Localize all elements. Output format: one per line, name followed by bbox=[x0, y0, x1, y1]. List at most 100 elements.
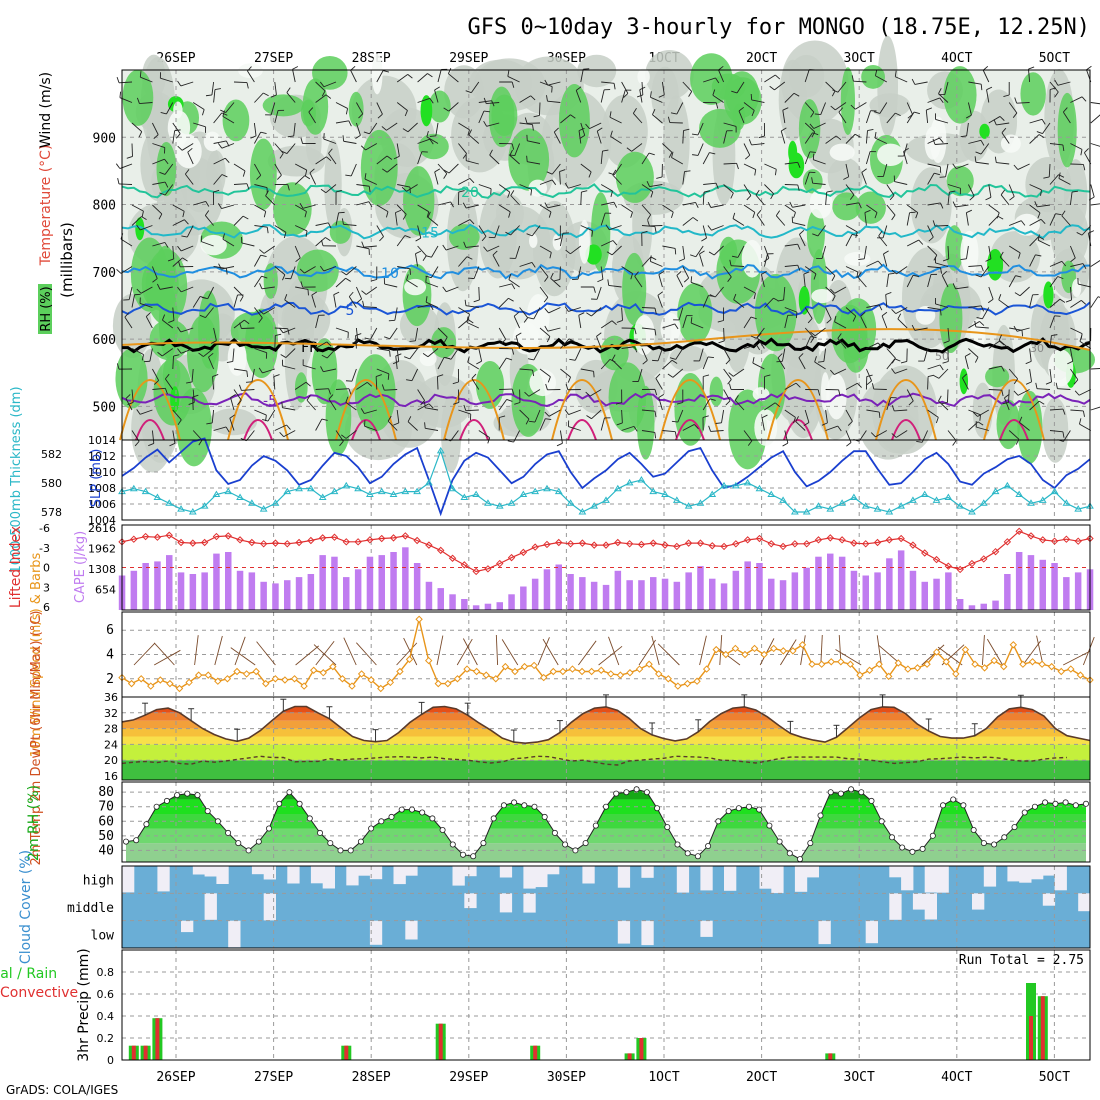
wind-barb-flag bbox=[610, 130, 613, 137]
wind-barb bbox=[437, 69, 442, 83]
cloud-gap bbox=[228, 920, 241, 948]
wind-barb bbox=[417, 97, 431, 103]
wind10m-point bbox=[712, 645, 720, 654]
wind-barb-flag bbox=[339, 440, 344, 447]
wind-barb bbox=[315, 418, 323, 431]
rh-point bbox=[766, 822, 773, 829]
wind10m-point bbox=[770, 644, 778, 653]
wind-barb-flag bbox=[612, 169, 617, 176]
wind-barb bbox=[947, 327, 950, 341]
wind-barb-flag bbox=[348, 291, 354, 297]
li-point bbox=[767, 540, 775, 548]
wind-barb bbox=[927, 266, 941, 269]
wind-barb bbox=[417, 151, 423, 165]
wind-barb-flag bbox=[939, 97, 944, 104]
rh-green-area bbox=[615, 151, 654, 203]
wind-barb-flag bbox=[994, 156, 997, 163]
bottom-date-label: 4OCT bbox=[941, 1070, 972, 1085]
wind-barb-flag bbox=[462, 202, 467, 209]
warm-contour bbox=[983, 379, 1045, 441]
wind-barb-flag bbox=[860, 312, 866, 317]
wind10m-point bbox=[386, 678, 395, 687]
temperature-contour bbox=[121, 392, 1091, 408]
wind-barb-flag bbox=[870, 432, 876, 438]
wind-barb bbox=[489, 154, 500, 165]
wind10m-point bbox=[875, 660, 883, 668]
cape-bar bbox=[732, 570, 740, 610]
wind-barb-flag bbox=[932, 220, 936, 227]
wind-barb bbox=[478, 430, 490, 439]
wind-barb-flag bbox=[564, 306, 569, 312]
wind-barb bbox=[804, 132, 813, 144]
wind-barb bbox=[825, 192, 828, 206]
cape-bar bbox=[968, 605, 976, 610]
wind-barb-flag bbox=[809, 123, 815, 129]
wind-barb-flag bbox=[1014, 292, 1021, 297]
li-point bbox=[909, 541, 917, 549]
wind-barb-flag bbox=[328, 148, 333, 154]
wind-barb bbox=[652, 114, 663, 124]
wind-barb-flag bbox=[281, 150, 288, 154]
rh-point bbox=[245, 847, 252, 854]
precip-axis-label: 3hr Precip (mm) bbox=[76, 948, 92, 1061]
wind-barb bbox=[825, 266, 836, 276]
wind-barb-flag bbox=[382, 168, 388, 173]
wind-barb-flag bbox=[894, 358, 901, 362]
wind-barb bbox=[721, 409, 725, 423]
wind-barb bbox=[662, 204, 674, 213]
wind-barb bbox=[417, 138, 431, 144]
wind-barb bbox=[703, 77, 716, 83]
wind-barb-flag bbox=[1002, 402, 1009, 405]
wind-barb bbox=[531, 225, 541, 237]
cape-bar bbox=[602, 584, 610, 610]
wind-barb-flag bbox=[345, 396, 349, 403]
wind-barb bbox=[519, 368, 533, 371]
wind-barb-flag bbox=[909, 211, 916, 214]
wind-barb bbox=[743, 344, 757, 349]
wind-barb bbox=[967, 102, 972, 116]
wind-barb bbox=[510, 195, 520, 206]
wind-barb bbox=[895, 76, 908, 83]
wind-barb-flag bbox=[510, 190, 515, 196]
wind-barb-flag bbox=[260, 131, 267, 134]
wind-barb-flag bbox=[613, 202, 618, 208]
wind-barb bbox=[723, 389, 731, 402]
cape-bar bbox=[378, 555, 385, 610]
wind-barb bbox=[804, 122, 816, 133]
wind-barb-flag bbox=[160, 112, 167, 115]
upper-ytick-label: 600 bbox=[93, 333, 116, 348]
wind-barb bbox=[1070, 143, 1083, 150]
wind-barb-flag bbox=[287, 328, 290, 335]
wind-barb bbox=[965, 212, 969, 226]
cape-bar bbox=[130, 570, 138, 610]
wind10m-barb bbox=[800, 635, 806, 666]
wind-barb bbox=[221, 266, 235, 270]
wind-barb-flag bbox=[157, 351, 163, 357]
wind-barb-flag bbox=[386, 155, 393, 160]
wind-barb bbox=[427, 216, 439, 226]
cape-bar bbox=[874, 572, 881, 610]
cape-tick-label: 654 bbox=[95, 584, 116, 597]
wind-barb bbox=[437, 163, 448, 174]
wind-barb bbox=[417, 245, 427, 256]
bottom-date-label: 26SEP bbox=[156, 1070, 195, 1085]
wind-barb bbox=[180, 286, 194, 293]
temperature-contour bbox=[121, 183, 1091, 199]
wind-barb bbox=[682, 266, 690, 279]
wind-barb-flag bbox=[395, 209, 402, 214]
wind10m-point bbox=[415, 615, 423, 623]
wind10m-barb bbox=[759, 638, 775, 666]
cape-bar bbox=[531, 578, 539, 610]
wind-barb-flag bbox=[718, 65, 724, 71]
wind10m-point bbox=[405, 655, 414, 664]
cape-bar bbox=[319, 555, 326, 610]
wind-barb-flag bbox=[676, 402, 683, 405]
wind-barb-flag bbox=[125, 394, 131, 399]
rh-point bbox=[878, 818, 885, 825]
wind-barb-flag bbox=[221, 112, 228, 116]
wind-barb bbox=[1069, 245, 1076, 259]
wind-barb bbox=[396, 74, 408, 83]
precip-convective-bar bbox=[627, 1053, 632, 1060]
temp-ytick-label: 32 bbox=[104, 707, 118, 720]
